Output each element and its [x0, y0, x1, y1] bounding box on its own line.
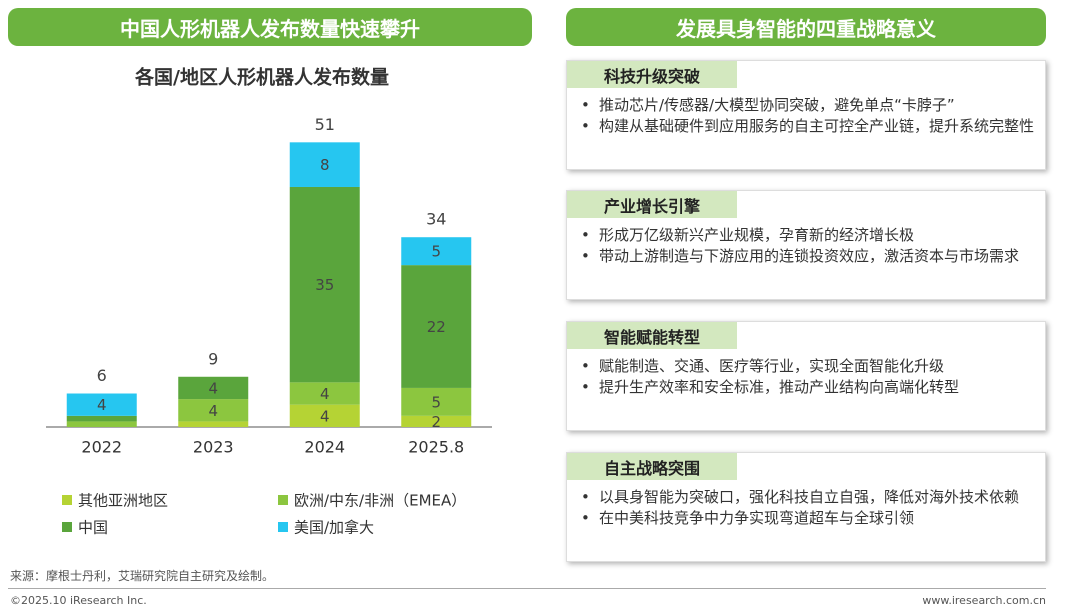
legend-label: 其他亚洲地区: [78, 492, 168, 510]
bar-segment: [289, 382, 360, 405]
bar-segment: [289, 142, 360, 187]
bar-segment: [178, 376, 249, 400]
segment-label: 4: [320, 385, 330, 403]
legend-swatch: [278, 522, 288, 532]
bullet-list: 以具身智能为突破口，强化科技自立自强，降低对海外技术依赖在中美科技竞争中力争实现…: [579, 487, 1035, 529]
right-header: 发展具身智能的四重战略意义: [566, 8, 1046, 46]
bullet: 在中美科技竞争中力争实现弯道超车与全球引领: [579, 508, 1035, 529]
panel: 产业增长引擎形成万亿级新兴产业规模，孕育新的经济增长极带动上游制造与下游应用的连…: [566, 190, 1046, 300]
panel-title: 自主战略突围: [567, 453, 737, 480]
bullet: 推动芯片/传感器/大模型协同突破，避免单点“卡脖子”: [579, 95, 1035, 116]
bar-segment: [401, 265, 472, 388]
segment-label: 4: [320, 407, 330, 425]
legend-label: 欧洲/中东/非洲（EMEA）: [294, 492, 466, 510]
bullet: 形成万亿级新兴产业规模，孕育新的经济增长极: [579, 225, 1035, 246]
chart: 各国/地区人形机器人发布数量 4 6 2022 4 4 9 2023 4 4 35 8 51 2024 2…: [46, 66, 492, 537]
left-header: 中国人形机器人发布数量快速攀升: [8, 8, 532, 46]
legend-label: 中国: [78, 519, 108, 537]
source: 来源：摩根士丹利，艾瑞研究院自主研究及绘制。: [10, 569, 275, 583]
segment-label: 8: [320, 156, 330, 174]
segment-label: 5: [431, 393, 441, 411]
panel-title: 智能赋能转型: [567, 322, 737, 349]
total-label: 6: [97, 366, 107, 385]
panel-title: 科技升级突破: [567, 61, 737, 88]
bullet: 提升生产效率和安全标准，推动产业结构向高端化转型: [579, 377, 1035, 398]
bar-segment: [178, 399, 249, 422]
website: www.iresearch.com.cn: [922, 594, 1046, 607]
segment-label: 4: [208, 402, 218, 420]
panel-title: 产业增长引擎: [567, 191, 737, 218]
bar-segment: [289, 186, 360, 383]
legend-swatch: [62, 522, 72, 532]
copyright: ©2025.10 iResearch Inc.: [10, 594, 147, 607]
bar-segment: [66, 421, 137, 427]
x-tick-label: 2025.8: [408, 438, 464, 457]
total-label: 34: [426, 210, 446, 229]
bullet: 带动上游制造与下游应用的连锁投资效应，激活资本与市场需求: [579, 246, 1035, 267]
bullet: 以具身智能为突破口，强化科技自立自强，降低对海外技术依赖: [579, 487, 1035, 508]
bullet: 构建从基础硬件到应用服务的自主可控全产业链，提升系统完整性: [579, 116, 1035, 137]
segment-label: 22: [427, 318, 446, 336]
bar-segment: [178, 421, 249, 427]
panel: 智能赋能转型赋能制造、交通、医疗等行业，实现全面智能化升级提升生产效率和安全标准…: [566, 321, 1046, 431]
legend-label: 美国/加拿大: [294, 519, 374, 537]
bullet-list: 推动芯片/传感器/大模型协同突破，避免单点“卡脖子”构建从基础硬件到应用服务的自…: [579, 95, 1035, 137]
bar-segment: [66, 393, 137, 416]
bar-segment: [401, 387, 472, 416]
bar-segment: [66, 415, 137, 422]
bar-segment: [289, 404, 360, 427]
segment-label: 4: [97, 396, 107, 414]
chart-title: 各国/地区人形机器人发布数量: [134, 66, 389, 89]
x-tick-label: 2022: [81, 438, 122, 457]
total-label: 9: [208, 349, 218, 368]
x-tick-label: 2024: [304, 438, 345, 457]
footer-line: [8, 588, 1046, 589]
x-tick-label: 2023: [193, 438, 234, 457]
legend-swatch: [278, 495, 288, 505]
segment-label: 4: [208, 379, 218, 397]
bar-segment: [401, 415, 472, 427]
segment-label: 5: [431, 243, 441, 261]
bullet: 赋能制造、交通、医疗等行业，实现全面智能化升级: [579, 356, 1035, 377]
segment-label: 2: [431, 413, 441, 431]
panel: 科技升级突破推动芯片/传感器/大模型协同突破，避免单点“卡脖子”构建从基础硬件到…: [566, 60, 1046, 170]
panel: 自主战略突围以具身智能为突破口，强化科技自立自强，降低对海外技术依赖在中美科技竞…: [566, 452, 1046, 562]
total-label: 51: [315, 115, 335, 134]
bullet-list: 赋能制造、交通、医疗等行业，实现全面智能化升级提升生产效率和安全标准，推动产业结…: [579, 356, 1035, 398]
segment-label: 35: [315, 276, 334, 294]
bullet-list: 形成万亿级新兴产业规模，孕育新的经济增长极带动上游制造与下游应用的连锁投资效应，…: [579, 225, 1035, 267]
legend-swatch: [62, 495, 72, 505]
bar-segment: [401, 237, 472, 266]
